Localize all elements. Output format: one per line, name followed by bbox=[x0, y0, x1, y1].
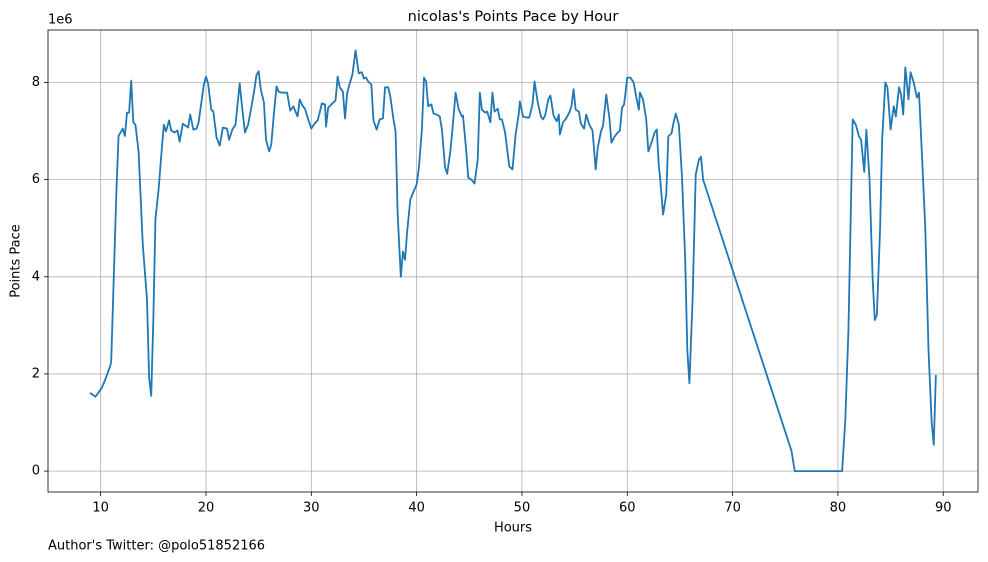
data-line bbox=[89, 49, 937, 473]
y-tick-label: 2 bbox=[32, 366, 40, 381]
y-axis-label: Points Pace bbox=[9, 224, 24, 298]
y-tick-label: 4 bbox=[32, 269, 40, 284]
x-tick-label: 40 bbox=[408, 501, 425, 516]
x-tick-label: 90 bbox=[935, 501, 952, 516]
y-tick-label: 8 bbox=[32, 75, 40, 90]
x-tick-label: 60 bbox=[619, 501, 636, 516]
plot-frame bbox=[47, 29, 979, 493]
y-tick-label: 6 bbox=[32, 172, 40, 187]
x-tick-label: 50 bbox=[514, 501, 531, 516]
x-tick-label: 20 bbox=[198, 501, 215, 516]
chart-title: nicolas's Points Pace by Hour bbox=[408, 9, 619, 25]
x-axis-label: Hours bbox=[494, 521, 532, 536]
y-offset-label: 1e6 bbox=[48, 13, 73, 28]
x-tick-label: 80 bbox=[830, 501, 847, 516]
x-tick-label: 30 bbox=[303, 501, 320, 516]
x-tick-label: 70 bbox=[724, 501, 741, 516]
y-tick-label: 0 bbox=[32, 464, 40, 479]
footnote: Author's Twitter: @polo51852166 bbox=[48, 539, 265, 554]
x-tick-label: 10 bbox=[92, 501, 109, 516]
